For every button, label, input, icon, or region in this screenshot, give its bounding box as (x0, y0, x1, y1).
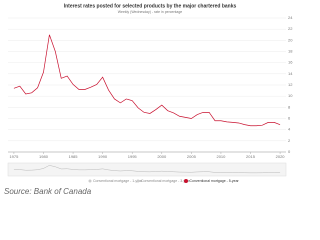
chart-subtitle: Weekly (Wednesday) - rate in percentage (118, 10, 183, 14)
x-tick-label: 2010 (216, 154, 226, 159)
y-tick-label: 6 (288, 116, 291, 121)
source: Source: Bank of Canada (4, 187, 92, 196)
y-tick-label: 22 (288, 26, 293, 31)
y-tick-label: 4 (288, 127, 291, 132)
chart-title: Interest rates posted for selected produ… (64, 3, 237, 9)
y-tick-label: 16 (288, 60, 293, 65)
y-tick-label: 12 (288, 82, 293, 87)
y-tick-label: 0 (288, 149, 291, 154)
x-tick-label: 2000 (157, 154, 167, 159)
y-tick-label: 2 (288, 138, 291, 143)
y-tick-label: 8 (288, 104, 291, 109)
y-tick-label: 10 (288, 93, 293, 98)
legend-marker[interactable] (88, 179, 92, 183)
chart: Interest rates posted for selected produ… (0, 0, 300, 197)
x-tick-label: 1990 (98, 154, 108, 159)
legend-label[interactable]: Conventional mortgage - 3-year (141, 179, 191, 183)
navigator[interactable] (7, 162, 287, 177)
x-tick-label: 1980 (39, 154, 49, 159)
x-tick-label: 1985 (69, 154, 79, 159)
y-tick-label: 18 (288, 49, 293, 54)
legend-label[interactable]: Conventional mortgage - 5-year (190, 179, 240, 183)
panel (0, 0, 300, 183)
navigator-line (13, 165, 281, 174)
y-tick-label: 14 (288, 71, 293, 76)
x-tick-label: 2005 (187, 154, 197, 159)
data-line (13, 34, 281, 127)
legend-marker[interactable] (136, 179, 140, 183)
legend-marker[interactable] (184, 179, 188, 183)
x-tick-label: 2015 (246, 154, 256, 159)
x-tick-label: 1975 (9, 154, 19, 159)
x-tick-label: 2020 (276, 154, 286, 159)
x-tick-label: 1995 (128, 154, 138, 159)
y-tick-label: 24 (288, 15, 293, 20)
y-tick-label: 20 (288, 37, 293, 42)
legend-label[interactable]: Conventional mortgage - 1-year (93, 179, 143, 183)
